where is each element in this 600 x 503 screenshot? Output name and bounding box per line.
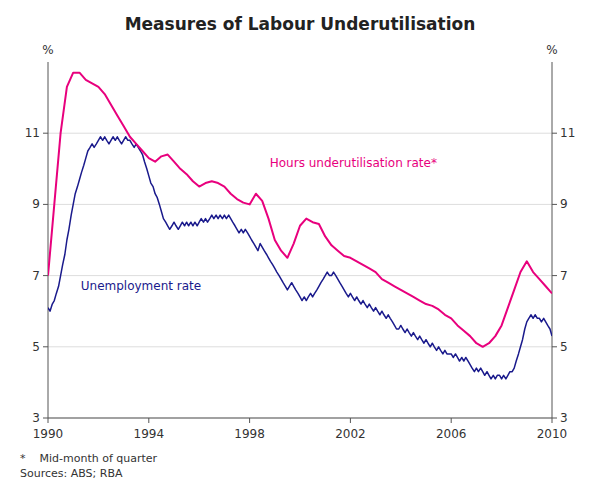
y2-tick-label: 5 (560, 340, 568, 354)
y-tick (43, 346, 48, 347)
y2-tick (552, 275, 557, 276)
y2-tick-label: 9 (560, 197, 568, 211)
y2-tick (552, 133, 557, 134)
grid-line (48, 275, 552, 276)
x-tick-label: 1990 (33, 427, 64, 441)
y-axis-label: % (42, 43, 53, 57)
footnote: * Mid-month of quarter Sources: ABS; RBA (20, 452, 158, 480)
series-line (48, 73, 552, 347)
y-tick (43, 418, 48, 419)
x-tick (350, 418, 351, 423)
title: Measures of Labour Underutilisation (125, 14, 476, 34)
y-tick-label: 3 (32, 411, 40, 425)
x-tick (148, 418, 149, 423)
y2-axis-line (552, 62, 553, 418)
grid-line (48, 204, 552, 205)
footnote-line: Sources: ABS; RBA (20, 467, 123, 480)
y-axis-line (48, 62, 49, 418)
y2-tick (552, 346, 557, 347)
y2-tick-label: 7 (560, 269, 568, 283)
y-tick-label: 7 (32, 269, 40, 283)
y-tick-label: 5 (32, 340, 40, 354)
grid-line (48, 418, 552, 419)
y-tick-label: 9 (32, 197, 40, 211)
footnote-line: * Mid-month of quarter (20, 452, 158, 465)
y-tick (43, 133, 48, 134)
y2-tick-label: 3 (560, 411, 568, 425)
grid-line (48, 346, 552, 347)
grid-line (48, 133, 552, 134)
x-tick-label: 2006 (436, 427, 467, 441)
y-tick (43, 204, 48, 205)
y-tick-label: 11 (25, 126, 40, 140)
y-tick (43, 275, 48, 276)
y2-tick (552, 418, 557, 419)
x-tick-label: 2002 (335, 427, 366, 441)
x-tick (48, 418, 49, 423)
x-tick-label: 1994 (134, 427, 165, 441)
y2-axis-label: % (546, 43, 557, 57)
x-axis-line (48, 418, 552, 419)
x-tick-label: 2010 (537, 427, 568, 441)
x-tick (249, 418, 250, 423)
y2-tick-label: 11 (560, 126, 575, 140)
y2-tick (552, 204, 557, 205)
x-tick (451, 418, 452, 423)
grid (48, 133, 552, 418)
series-label: Hours underutilisation rate* (270, 156, 437, 170)
x-tick-label: 1998 (234, 427, 265, 441)
series-label: Unemployment rate (81, 279, 201, 293)
plot-area (48, 73, 552, 379)
x-tick (552, 418, 553, 423)
chart: Measures of Labour Underutilisation 3 5 7 9 1… (0, 0, 600, 503)
